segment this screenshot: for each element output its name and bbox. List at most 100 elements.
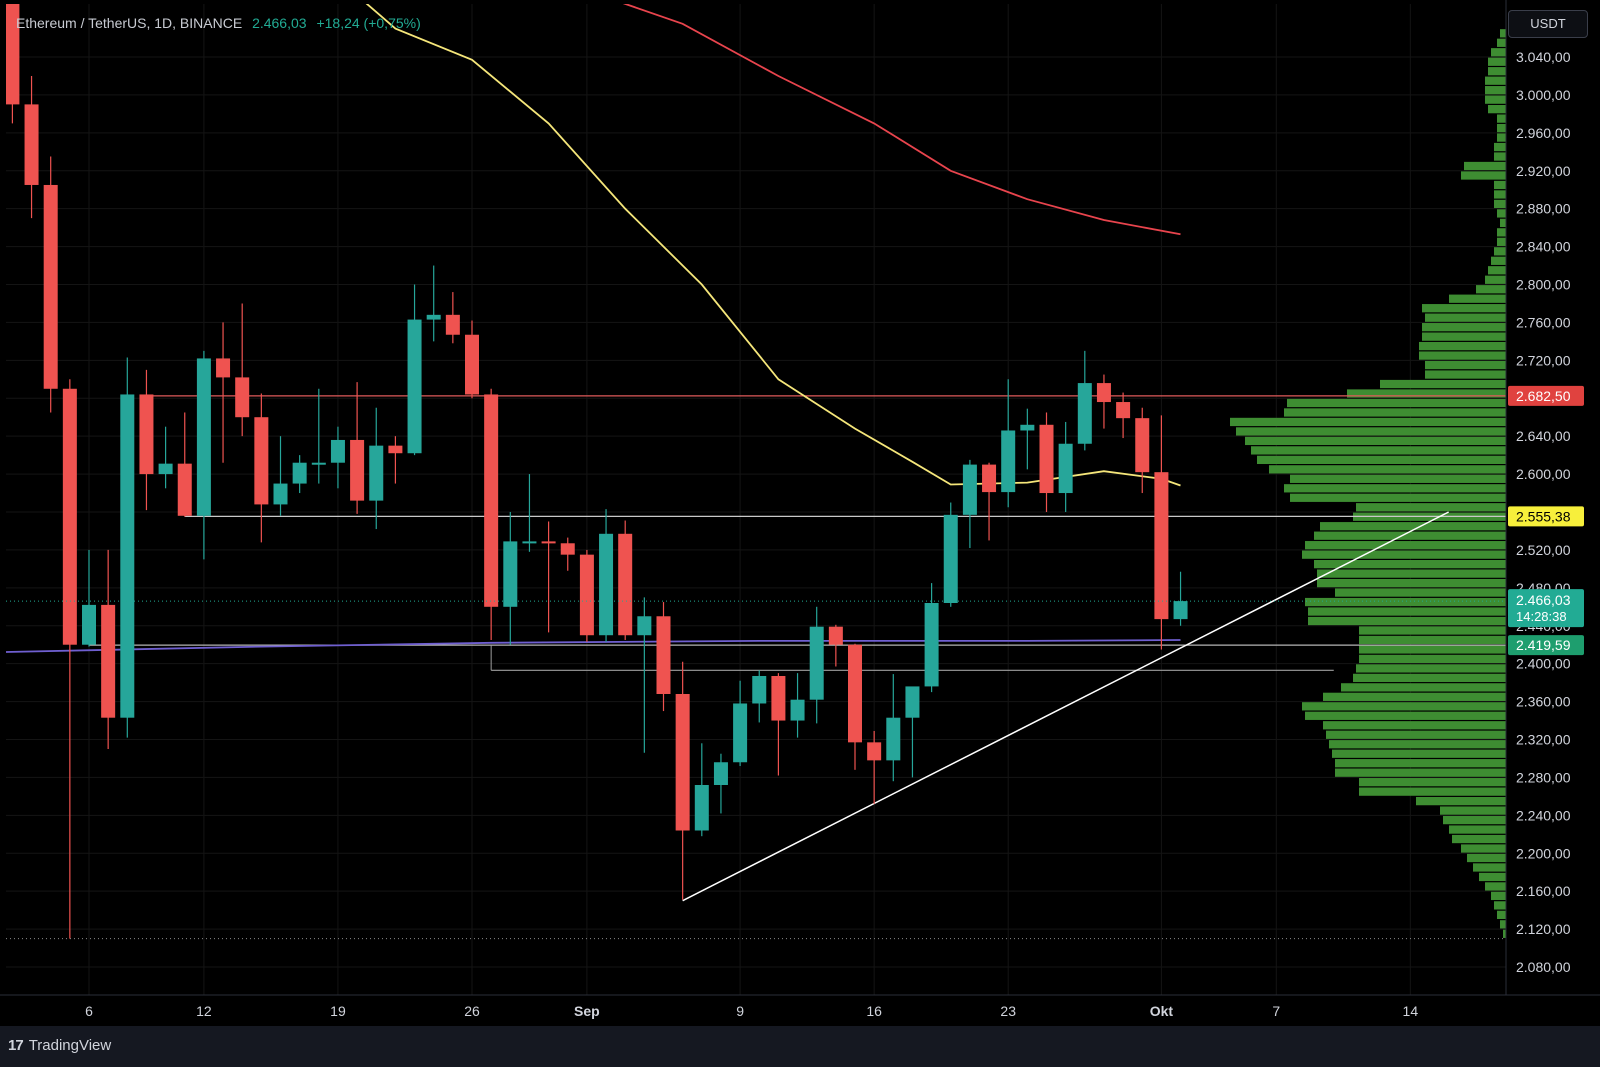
volume-profile-bar — [1356, 664, 1506, 673]
candle — [177, 412, 192, 517]
last-price-badge-countdown: 14:28:38 — [1516, 609, 1567, 624]
candle — [120, 357, 135, 738]
candle-body — [196, 358, 211, 516]
candle — [24, 75, 39, 219]
candle-body — [752, 675, 767, 704]
candle — [675, 661, 690, 900]
time-axis[interactable]: 6 12 19 26 Sep 9 16 23 Okt 7 14 — [0, 994, 1600, 1026]
candle-body — [522, 541, 537, 544]
price-tick-label: 2.320,00 — [1516, 732, 1571, 748]
trendline — [682, 511, 1449, 902]
volume-profile-bar — [1251, 446, 1506, 455]
price-tick-label: 2.520,00 — [1516, 542, 1571, 558]
volume-profile-bar — [1497, 133, 1506, 142]
candle — [656, 602, 671, 712]
volume-profile-bar — [1257, 455, 1506, 465]
time-tick-label: 23 — [1000, 1003, 1016, 1019]
volume-profile-bar — [1308, 616, 1506, 626]
volume-profile-bar — [1359, 626, 1506, 635]
volume-profile-bar — [1497, 209, 1506, 218]
level-price-badge-label: 2.682,50 — [1516, 388, 1571, 404]
candle-body — [407, 319, 422, 454]
volume-profile-bar — [1347, 389, 1506, 398]
candle-body — [618, 533, 633, 636]
volume-profile-bar — [1425, 360, 1506, 370]
volume-profile-bar — [1461, 844, 1506, 853]
candle-body — [62, 388, 77, 645]
candle-body — [330, 439, 345, 463]
candle — [733, 680, 748, 767]
candle-body — [733, 703, 748, 763]
price-tick-label: 2.600,00 — [1516, 466, 1571, 482]
candle — [6, 4, 20, 124]
volume-profile-bar — [1476, 285, 1506, 294]
candle-body — [1039, 424, 1054, 494]
chart-grid — [6, 4, 1506, 995]
price-tick-label: 2.280,00 — [1516, 769, 1571, 785]
last-price-badge — [1508, 589, 1584, 628]
volume-profile-bar — [1425, 313, 1506, 322]
last-price-badge-price: 2.466,03 — [1516, 592, 1571, 608]
candle — [62, 379, 77, 939]
trendlines[interactable] — [682, 511, 1449, 902]
candle — [1020, 408, 1035, 470]
volume-profile-bar — [1380, 379, 1506, 389]
volume-profile-bar — [1488, 104, 1506, 114]
volume-profile-bar — [1443, 815, 1506, 825]
candle — [1058, 421, 1073, 512]
volume-profile-bar — [1488, 266, 1506, 275]
volume-profile-bar — [1317, 578, 1506, 588]
brand[interactable]: 17 TradingView — [8, 1037, 111, 1054]
volume-profile-bar — [1284, 484, 1506, 493]
volume-profile-bar — [1497, 228, 1506, 237]
candle-body — [1096, 383, 1111, 403]
candle — [752, 670, 767, 723]
candle — [1039, 412, 1054, 512]
candle — [943, 502, 958, 607]
candle — [292, 455, 307, 494]
candle — [618, 520, 633, 640]
candle — [139, 369, 154, 511]
volume-profile-bar — [1422, 304, 1506, 313]
candle-body — [867, 742, 882, 761]
volume-profile-bar — [1503, 929, 1506, 938]
moving-average-line — [6, 639, 1181, 653]
candle-body — [828, 626, 843, 645]
volume-profile-bar — [1488, 57, 1506, 66]
volume-profile-bar — [1236, 427, 1506, 436]
candle-body — [1020, 424, 1035, 431]
volume-profile-bar — [1494, 199, 1506, 209]
volume-profile-bar — [1494, 142, 1506, 152]
moving-average-line — [622, 4, 1181, 236]
volume-profile-bar — [1335, 759, 1506, 768]
price-axis[interactable]: 3.040,00 3.000,00 2.960,00 2.920,00 2.880,00… — [1505, 0, 1600, 995]
volume-profile-bar — [1500, 920, 1506, 929]
candle — [637, 597, 652, 753]
currency-button[interactable]: USDT — [1508, 10, 1588, 38]
candle-body — [388, 445, 403, 454]
candle-body — [273, 483, 288, 505]
time-tick-label: Okt — [1150, 1003, 1174, 1019]
volume-profile-bar — [1494, 180, 1506, 190]
candle-body — [101, 604, 116, 718]
candle — [560, 537, 575, 571]
time-tick-label: 16 — [866, 1003, 882, 1019]
candle — [273, 436, 288, 516]
candle-body — [465, 334, 479, 395]
price-tick-label: 2.760,00 — [1516, 314, 1571, 330]
volume-profile-bar — [1488, 67, 1506, 76]
candle — [158, 426, 173, 489]
volume-profile-bar — [1500, 218, 1506, 228]
volume-profile-bar — [1290, 493, 1506, 502]
candle-body — [6, 4, 20, 105]
candle — [388, 436, 403, 484]
candle-body — [713, 762, 728, 785]
candle — [101, 549, 116, 749]
candle — [1135, 407, 1150, 494]
volume-profile-bar — [1359, 654, 1506, 664]
volume-profile-bar — [1494, 152, 1506, 161]
volume-profile-bar — [1305, 541, 1506, 550]
candle — [1154, 415, 1169, 650]
